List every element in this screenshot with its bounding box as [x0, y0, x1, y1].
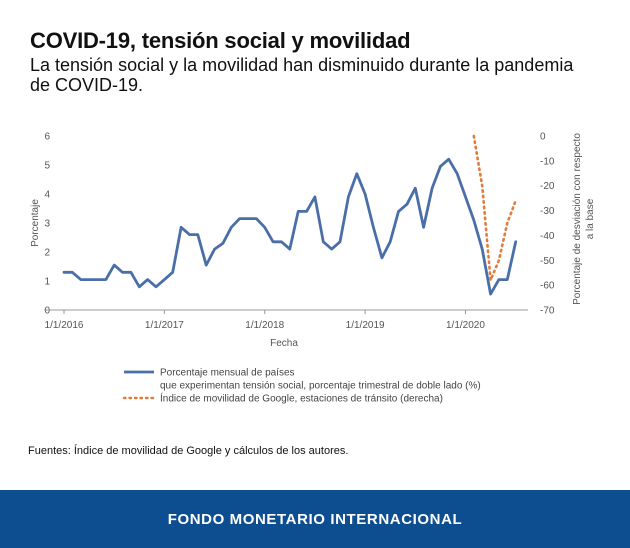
left-tick-label: 4: [44, 190, 50, 201]
right-axis-title-line: a la base: [585, 198, 596, 239]
x-axis-title: Fecha: [270, 338, 298, 349]
right-axis-title: Porcentaje de desviación con respecto a l…: [572, 133, 596, 305]
left-tick-label: 1: [44, 277, 50, 288]
left-axis-ticks: 0 1 2 3 4 5 6: [44, 132, 50, 317]
chart-title: COVID-19, tensión social y movilidad: [30, 28, 411, 53]
x-tick-label: 1/1/2016: [45, 320, 84, 331]
x-tick-label: 1/1/2020: [446, 320, 485, 331]
right-tick-label: -50: [540, 256, 555, 267]
left-tick-label: 3: [44, 219, 50, 230]
left-axis-title: Porcentaje: [30, 199, 41, 247]
footer-org-name: FONDO MONETARIO INTERNACIONAL: [167, 510, 463, 528]
x-tick-label: 1/1/2017: [145, 320, 184, 331]
x-axis-ticks: 1/1/2016 1/1/2017 1/1/2018 1/1/2019 1/1/2020: [45, 310, 485, 331]
legend: Porcentaje mensual de países que experime…: [122, 368, 481, 405]
series-layer: [62, 134, 518, 296]
right-tick-label: -10: [540, 156, 555, 167]
chart-subtitle: La tensión social y la movilidad han dis…: [30, 55, 574, 95]
left-tick-label: 0: [44, 306, 50, 317]
x-tick-label: 1/1/2019: [346, 320, 385, 331]
right-tick-label: 0: [540, 132, 546, 143]
source-note: Fuentes: Índice de movilidad de Google y…: [28, 445, 349, 457]
series-line-google-mobility: [472, 134, 518, 282]
right-axis-title-line: Porcentaje de desviación con respecto: [572, 133, 583, 305]
left-tick-label: 2: [44, 248, 50, 259]
x-tick-label: 1/1/2018: [245, 320, 284, 331]
right-tick-label: -30: [540, 206, 555, 217]
right-tick-label: -40: [540, 231, 555, 242]
right-tick-label: -60: [540, 281, 555, 292]
right-tick-label: -20: [540, 181, 555, 192]
series-line-social-unrest: [62, 157, 518, 296]
legend-label-social-unrest: Porcentaje mensual de países: [160, 368, 295, 379]
left-tick-label: 6: [44, 132, 50, 143]
legend-label-social-unrest-line2: que experimentan tensión social, porcent…: [160, 381, 481, 392]
left-tick-label: 5: [44, 161, 50, 172]
footer-bar: FONDO MONETARIO INTERNACIONAL: [0, 490, 630, 548]
right-axis-ticks: -70 -60 -50 -40 -30 -20 -10 0: [540, 132, 555, 317]
legend-label-google-mobility: Índice de movilidad de Google, estacione…: [160, 392, 443, 405]
right-tick-label: -70: [540, 306, 555, 317]
